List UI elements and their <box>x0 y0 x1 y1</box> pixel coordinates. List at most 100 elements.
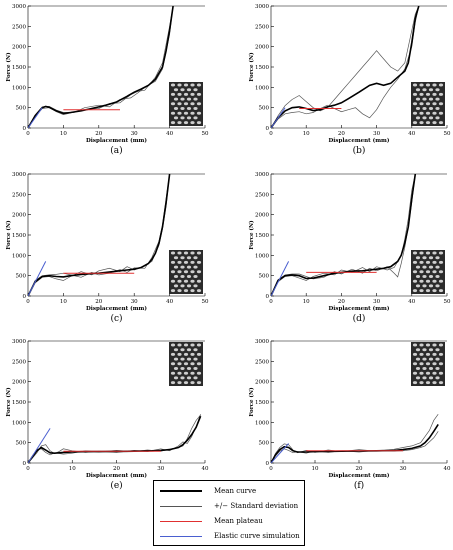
lattice-cell <box>173 376 179 380</box>
series-mean <box>271 423 439 463</box>
lattice-cell <box>183 251 189 255</box>
lattice-cell <box>435 265 440 269</box>
lattice-cell <box>177 92 182 96</box>
lattice-cell <box>438 83 444 87</box>
x-tick-label: 0 <box>269 131 273 137</box>
lattice-cell <box>183 371 189 375</box>
lattice-cell <box>419 92 424 96</box>
lattice-cell <box>186 275 192 278</box>
lattice-cell <box>173 97 179 101</box>
lattice-cell <box>193 275 198 278</box>
lattice-cell <box>415 376 421 380</box>
lattice-cell <box>412 111 418 115</box>
plot-area <box>28 6 174 128</box>
lattice-cell <box>183 343 189 347</box>
lattice-cell <box>190 92 195 96</box>
x-axis-label: Displacement (mm) <box>86 472 147 479</box>
series-std <box>28 174 170 296</box>
lattice-cell <box>196 381 202 385</box>
lattice-cell <box>412 270 418 274</box>
series-elastic <box>28 261 47 296</box>
plot-area <box>271 174 417 296</box>
lattice-cell <box>170 111 176 115</box>
lattice-cell <box>193 376 198 380</box>
lattice-cell <box>183 362 189 366</box>
lattice-cell <box>193 265 198 269</box>
lattice-cell <box>422 116 427 120</box>
lattice-cell <box>180 348 185 352</box>
lattice-cell <box>432 279 437 283</box>
lattice-cell <box>190 343 195 347</box>
lattice-cell <box>193 88 198 92</box>
lattice-cell <box>180 357 185 361</box>
lattice-cell <box>438 362 444 366</box>
lattice-inset <box>411 342 445 386</box>
x-tick-label: 40 <box>166 131 173 137</box>
y-tick-label: 3000 <box>255 4 269 10</box>
lattice-cell <box>173 116 179 120</box>
panel-label: (d) <box>353 313 366 324</box>
lattice-cell <box>428 284 434 288</box>
lattice-cell <box>438 121 444 125</box>
lattice-cell <box>177 279 182 283</box>
lattice-cell <box>435 275 440 278</box>
lattice-cell <box>415 265 421 269</box>
y-tick-label: 2000 <box>12 213 26 219</box>
lattice-cell <box>425 343 431 347</box>
lattice-cell <box>428 97 434 101</box>
x-tick-label: 40 <box>444 466 451 472</box>
lattice-cell <box>415 275 421 278</box>
legend-label-plateau: Mean plateau <box>214 517 263 525</box>
lattice-cell <box>412 83 418 87</box>
lattice-cell <box>419 260 424 264</box>
x-tick-label: 10 <box>312 466 319 472</box>
lattice-cell <box>196 270 202 274</box>
lattice-cell <box>422 265 427 269</box>
x-tick-label: 30 <box>131 299 138 305</box>
lattice-cell <box>428 357 434 361</box>
lattice-cell <box>412 92 418 96</box>
lattice-cell <box>190 121 195 125</box>
x-tick-label: 10 <box>69 466 76 472</box>
x-axis-label: Displacement (mm) <box>329 137 390 144</box>
y-tick-label: 2500 <box>12 192 26 198</box>
y-tick-label: 1500 <box>255 233 269 239</box>
lattice-cell <box>415 97 421 101</box>
lattice-cell <box>183 289 189 293</box>
lattice-cell <box>435 357 440 361</box>
lattice-cell <box>415 284 421 288</box>
lattice-cell <box>419 251 424 255</box>
legend-item-mean: Mean curve <box>160 485 256 497</box>
lattice-cell <box>183 102 189 106</box>
lattice-cell <box>180 88 185 92</box>
y-tick-label: 2500 <box>255 24 269 30</box>
y-tick-label: 500 <box>259 274 270 280</box>
lattice-cell <box>428 376 434 380</box>
legend-item-elastic: Elastic curve simulation <box>160 530 300 542</box>
plot-area <box>271 413 439 463</box>
lattice-cell <box>177 102 182 106</box>
lattice-cell <box>415 88 421 92</box>
series-elastic <box>28 428 51 463</box>
lattice-cell <box>438 381 444 385</box>
lattice-cell <box>173 275 179 278</box>
lattice-cell <box>432 251 437 255</box>
lattice-cell <box>196 111 202 115</box>
series-std <box>271 174 416 296</box>
lattice-cell <box>428 116 434 120</box>
lattice-cell <box>419 121 424 125</box>
lattice-cell <box>170 343 176 347</box>
chart-panel-c: 0 500 1000 1500 2000 2500 3000 0 10 20 30 40 50 Displ… <box>5 172 209 324</box>
lattice-cell <box>435 376 440 380</box>
series-mean <box>271 6 420 128</box>
legend-swatch-plateau <box>160 520 202 522</box>
lattice-cell <box>193 97 198 101</box>
lattice-cell <box>412 121 418 125</box>
lattice-cell <box>435 116 440 120</box>
lattice-cell <box>180 376 185 380</box>
lattice-cell <box>419 289 424 293</box>
lattice-cell <box>438 289 444 293</box>
lattice-cell <box>186 357 192 361</box>
lattice-cell <box>425 352 431 356</box>
lattice-cell <box>170 371 176 375</box>
